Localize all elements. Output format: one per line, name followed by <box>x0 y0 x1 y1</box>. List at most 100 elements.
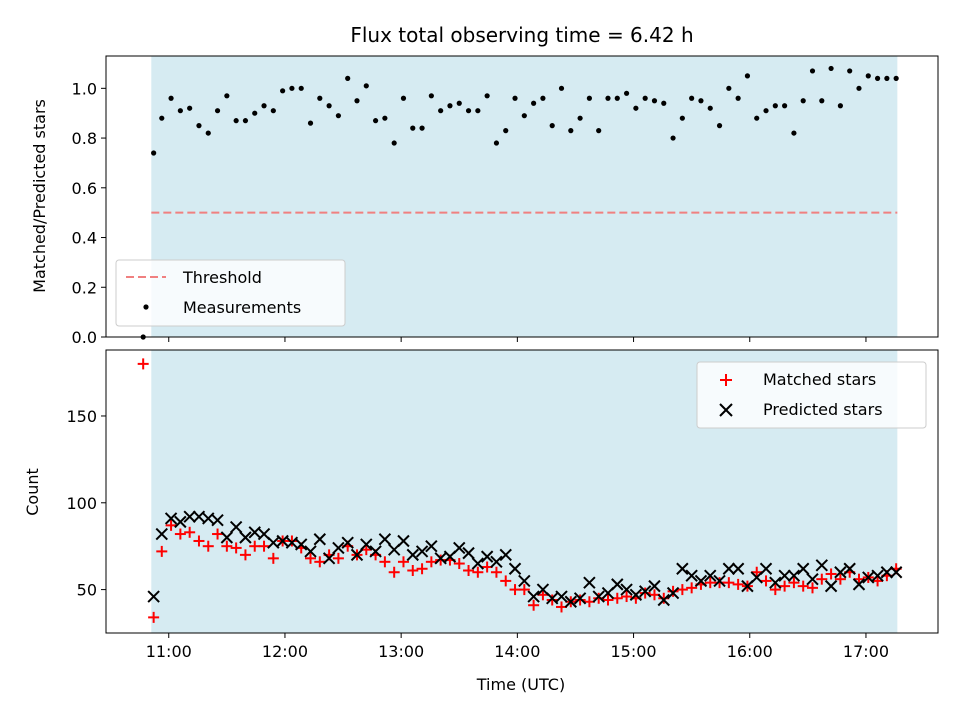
matched-star-marker <box>825 568 837 580</box>
predicted-star-marker <box>852 578 866 591</box>
measurement-point <box>874 75 881 81</box>
measurement-point <box>558 85 565 91</box>
matched-star-marker <box>732 578 744 590</box>
predicted-star-marker <box>843 562 856 575</box>
measurement-point <box>856 85 862 91</box>
matched-star-marker <box>769 584 781 596</box>
predicted-star-marker <box>518 574 531 588</box>
matched-star-marker <box>165 519 177 531</box>
matched-star-marker <box>788 577 800 589</box>
measurement-point <box>168 95 174 101</box>
predicted-star-marker <box>239 531 252 544</box>
measurement-point <box>828 65 834 72</box>
measurement-point <box>475 108 481 114</box>
legend-threshold-label: Threshold <box>182 268 262 287</box>
matched-star-marker <box>546 594 558 606</box>
matched-star-marker <box>686 582 698 594</box>
matched-star-marker <box>239 549 251 561</box>
predicted-star-marker <box>406 548 419 562</box>
predicted-star-marker <box>564 595 578 608</box>
y-tick-label: 0.8 <box>72 129 97 148</box>
measurement-point <box>707 105 713 111</box>
measurement-point <box>419 125 425 131</box>
measurement-points <box>140 65 899 340</box>
matched-star-marker <box>500 575 512 587</box>
predicted-star-marker <box>815 559 829 572</box>
predicted-star-marker <box>192 510 206 523</box>
matched-star-marker <box>416 563 428 575</box>
predicted-star-marker <box>611 578 624 591</box>
measurement-point <box>642 95 648 101</box>
matched-star-marker <box>230 542 242 554</box>
predicted-star-marker <box>229 520 243 534</box>
measurement-point <box>549 123 555 129</box>
matched-star-marker <box>379 556 391 568</box>
matched-star-marker <box>797 580 809 592</box>
matched-star-marker <box>537 589 549 601</box>
measurement-point <box>698 98 704 104</box>
matched-star-marker <box>435 554 447 566</box>
top-legend: Threshold Measurements <box>115 259 346 327</box>
measurement-point <box>512 95 518 101</box>
x-tick-label: 16:00 <box>727 642 773 661</box>
y-tick-label: 150 <box>66 407 97 426</box>
measurement-point <box>242 118 249 124</box>
matched-star-marker <box>760 575 772 587</box>
bottom-x-ticks: 11:00 12:00 13:00 14:00 15:00 16:00 17:00 <box>146 633 889 661</box>
matched-star-marker <box>332 552 344 564</box>
predicted-star-marker <box>183 510 196 523</box>
predicted-star-marker <box>731 562 745 575</box>
predicted-star-marker <box>889 566 903 579</box>
measurement-point <box>428 93 434 99</box>
predicted-star-marker <box>267 536 280 549</box>
matched-star-marker <box>621 591 633 603</box>
measurement-point <box>837 103 843 109</box>
x-tick-label: 13:00 <box>378 642 424 661</box>
predicted-star-marker <box>248 526 261 539</box>
measurement-point <box>661 100 667 106</box>
measurement-point <box>744 73 751 79</box>
measurement-point <box>623 90 630 96</box>
predicted-star-marker <box>304 545 317 558</box>
measurement-point <box>754 115 760 121</box>
predicted-star-marker <box>583 576 596 589</box>
predicted-star-marker <box>508 562 522 575</box>
y-tick-label: 0.2 <box>72 278 97 297</box>
measurement-point <box>782 103 788 109</box>
measurement-point <box>252 110 258 116</box>
measurement-point <box>456 100 462 106</box>
predicted-star-marker <box>573 592 587 605</box>
matched-star-marker <box>723 577 735 589</box>
measurement-point <box>596 128 602 134</box>
predicted-star-marker <box>155 527 168 541</box>
y-tick-label: 50 <box>77 581 97 600</box>
bottom-legend-box <box>696 361 927 429</box>
measurement-point <box>307 120 314 126</box>
predicted-star-marker <box>211 513 224 527</box>
measurement-point <box>586 95 592 101</box>
matched-star-marker <box>816 573 828 585</box>
matched-star-marker <box>156 545 168 557</box>
y-tick-label: 0.4 <box>72 229 97 248</box>
predicted-star-marker <box>666 586 680 600</box>
predicted-star-marker <box>629 588 643 602</box>
measurement-point <box>233 118 239 124</box>
top-axes-frame <box>105 55 939 338</box>
measurement-point <box>151 150 157 156</box>
measurement-point <box>735 95 741 101</box>
x-tick-label: 15:00 <box>610 642 656 661</box>
x-tick-label: 14:00 <box>494 642 540 661</box>
x-tick-label: 12:00 <box>262 642 308 661</box>
top-legend-box <box>115 259 346 327</box>
measurement-point <box>679 115 685 121</box>
measurement-point <box>438 108 444 114</box>
predicted-star-marker <box>527 590 540 603</box>
matched-star-marker <box>779 580 791 592</box>
measurement-point <box>214 108 221 114</box>
predicted-star-marker <box>657 593 670 607</box>
measurement-point <box>893 75 899 81</box>
predicted-star-marker <box>425 539 438 553</box>
measurement-point <box>689 95 695 101</box>
x-axis-label: Time (UTC) <box>476 675 565 694</box>
bottom-y-ticks: 50 100 150 <box>66 407 106 600</box>
